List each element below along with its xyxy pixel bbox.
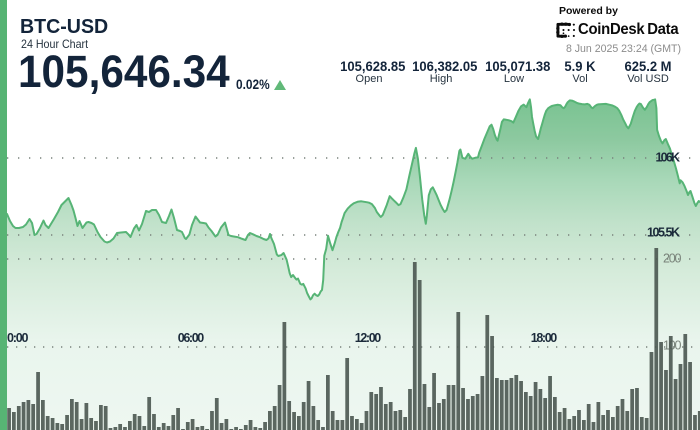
svg-text:12:00: 12:00 [355,331,382,345]
svg-text:0:00: 0:00 [7,331,29,345]
svg-text:18:00: 18:00 [531,331,558,345]
svg-text:06:00: 06:00 [178,331,205,345]
svg-text:105.5K: 105.5K [647,226,680,240]
svg-text:200: 200 [663,252,682,266]
svg-text:106K: 106K [656,151,681,165]
